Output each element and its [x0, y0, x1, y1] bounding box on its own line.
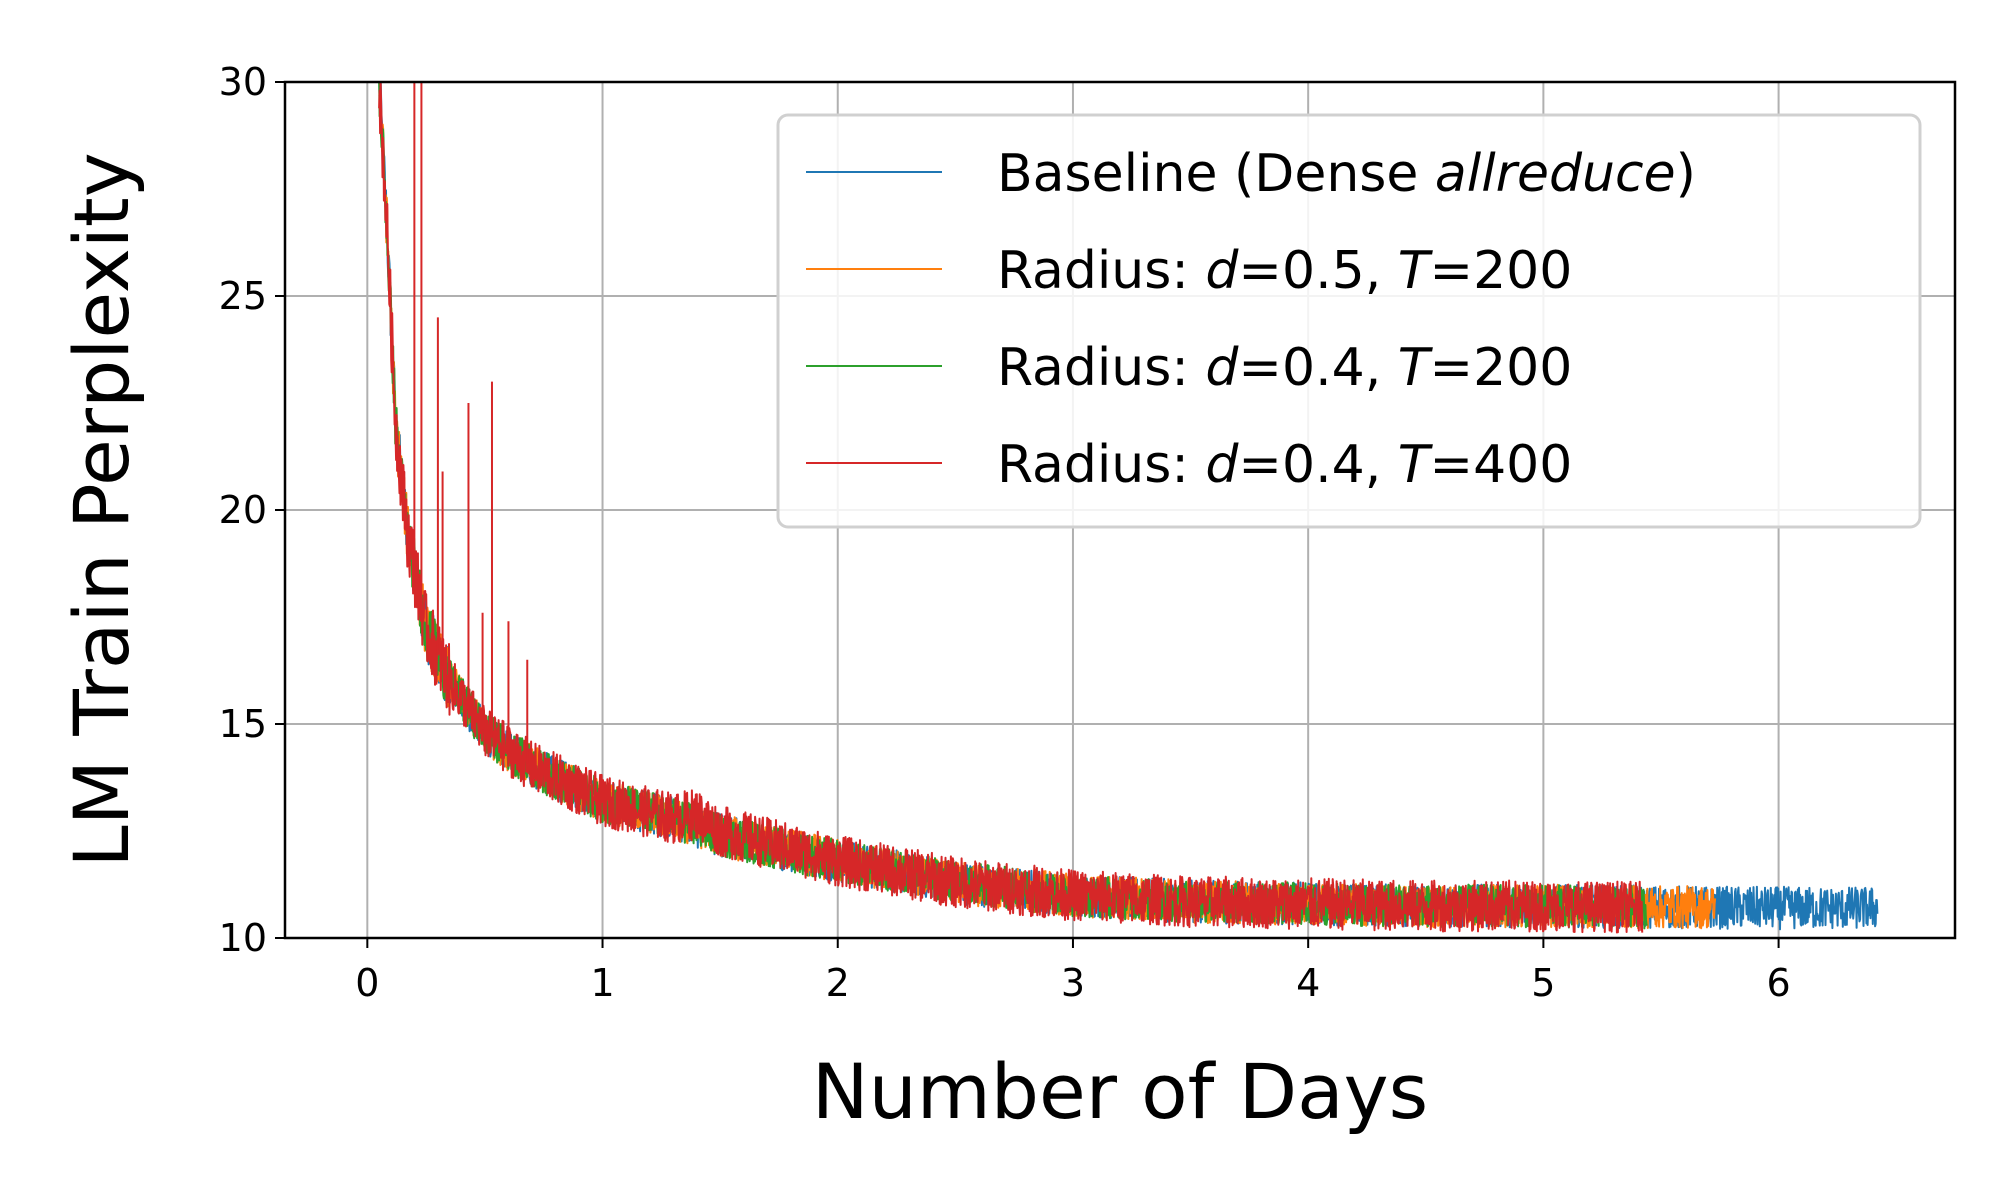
legend-item: Baseline (Dense allreduce) — [806, 144, 1696, 204]
x-tick-label: 6 — [1766, 961, 1790, 1005]
series-line — [378, 82, 1644, 934]
y-tick-label: 30 — [219, 60, 267, 104]
legend: Baseline (Dense allreduce) Radius: d=0.5,… — [776, 113, 1922, 529]
x-axis-label: Number of Days — [812, 1047, 1429, 1136]
x-tick-label: 1 — [590, 961, 614, 1005]
x-tick-label: 2 — [826, 961, 850, 1005]
legend-box — [776, 113, 1922, 529]
y-axis-label: LM Train Perplexity — [57, 152, 146, 867]
x-tick-label: 5 — [1531, 961, 1555, 1005]
x-tick-label: 3 — [1061, 961, 1085, 1005]
legend-item: Radius: d=0.5, T=200 — [806, 241, 1572, 301]
legend-item: Radius: d=0.4, T=400 — [806, 435, 1572, 495]
legend-label: Radius: d=0.5, T=200 — [997, 241, 1572, 301]
y-tick-label: 10 — [219, 916, 267, 960]
legend-item: Radius: d=0.4, T=200 — [806, 338, 1572, 398]
x-tick-label: 0 — [355, 961, 379, 1005]
legend-label: Radius: d=0.4, T=200 — [997, 338, 1572, 398]
plot-area — [378, 82, 1879, 934]
legend-label: Baseline (Dense allreduce) — [997, 144, 1696, 204]
legend-label: Radius: d=0.4, T=400 — [997, 435, 1572, 495]
y-tick-label: 25 — [219, 274, 267, 318]
series-4 — [378, 82, 1644, 934]
series-layer — [378, 82, 1879, 934]
y-tick-label: 20 — [219, 488, 267, 532]
x-axis-ticks: 0 1 2 3 4 5 6 — [355, 938, 1791, 1005]
x-tick-label: 4 — [1296, 961, 1320, 1005]
y-tick-label: 15 — [219, 702, 267, 746]
y-axis-ticks: 10 15 20 25 30 — [219, 60, 285, 960]
